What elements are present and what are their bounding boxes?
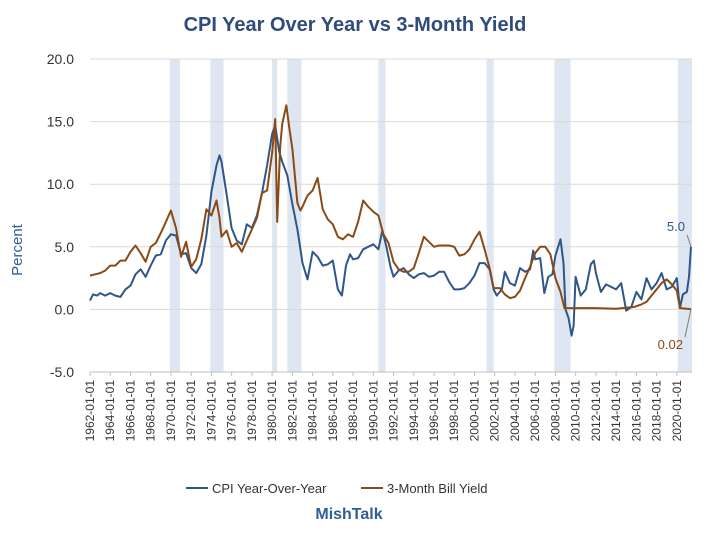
y-tick-label: 0.0 [55,301,75,317]
y-axis-label: Percent [9,223,26,276]
x-tick-label: 2016-01-01 [629,380,643,442]
x-tick-label: 1974-01-01 [204,380,218,442]
recession-band [554,59,571,372]
x-tick-label: 1972-01-01 [184,380,198,442]
y-axis-ticks: 20.0 15.0 10.0 5.0 0.0 -5.0 [47,51,74,380]
x-tick-label: 2006-01-01 [528,380,542,442]
y-tick-label: 10.0 [47,176,74,192]
x-tick-label: 1976-01-01 [225,380,239,442]
x-tick-label: 1998-01-01 [447,380,461,442]
x-axis-ticks: 1962-01-01 1964-01-01 1966-01-01 1968-01-01… [83,372,684,441]
x-tick-label: 1994-01-01 [407,380,421,442]
series-lines [89,104,692,337]
recession-band [272,59,278,372]
x-tick-label: 1988-01-01 [346,380,360,442]
chart-title: CPI Year Over Year vs 3-Month Yield [184,14,527,36]
annotation-label: 0.02 [658,337,683,352]
y-tick-label: 20.0 [47,51,74,67]
x-tick-label: 2002-01-01 [488,380,502,442]
recession-band [210,59,224,372]
x-tick-label: 1986-01-01 [326,380,340,442]
x-tick-label: 1992-01-01 [387,380,401,442]
x-tick-label: 2014-01-01 [609,380,623,442]
x-tick-label: 2012-01-01 [589,380,603,442]
recession-band [378,59,386,372]
x-tick-label: 2018-01-01 [650,380,664,442]
x-tick-label: 1996-01-01 [427,380,441,442]
recession-band [486,59,494,372]
recession-band [677,59,692,372]
x-tick-label: 1982-01-01 [285,380,299,442]
y-tick-label: 15.0 [47,114,74,130]
series-line [89,104,692,311]
legend: CPI Year-Over-Year 3-Month Bill Yield [186,481,487,496]
source-label: MishTalk [315,506,382,523]
recession-bands [169,59,692,372]
x-tick-label: 2004-01-01 [508,380,522,442]
x-tick-label: 1980-01-01 [265,380,279,442]
annotation-leader [684,309,692,338]
y-tick-label: -5.0 [50,364,74,380]
x-tick-label: 1962-01-01 [83,380,97,442]
legend-label: CPI Year-Over-Year [212,481,327,496]
y-tick-label: 5.0 [55,239,75,255]
gridlines [90,58,692,373]
x-tick-label: 1990-01-01 [366,380,380,442]
x-tick-label: 1968-01-01 [144,380,158,442]
x-tick-label: 2008-01-01 [548,380,562,442]
x-tick-label: 1964-01-01 [103,380,117,442]
series-line [89,124,692,337]
annotations: 5.0 0.02 [658,219,692,352]
x-tick-label: 1984-01-01 [306,380,320,442]
legend-label: 3-Month Bill Yield [387,481,487,496]
annotation-leader [686,234,692,247]
annotation-label: 5.0 [667,219,685,234]
x-tick-label: 1978-01-01 [245,380,259,442]
x-tick-label: 1970-01-01 [164,380,178,442]
recession-band [169,59,181,372]
x-tick-label: 1966-01-01 [123,380,137,442]
x-tick-label: 2000-01-01 [467,380,481,442]
x-tick-label: 2020-01-01 [670,380,684,442]
x-tick-label: 2010-01-01 [569,380,583,442]
